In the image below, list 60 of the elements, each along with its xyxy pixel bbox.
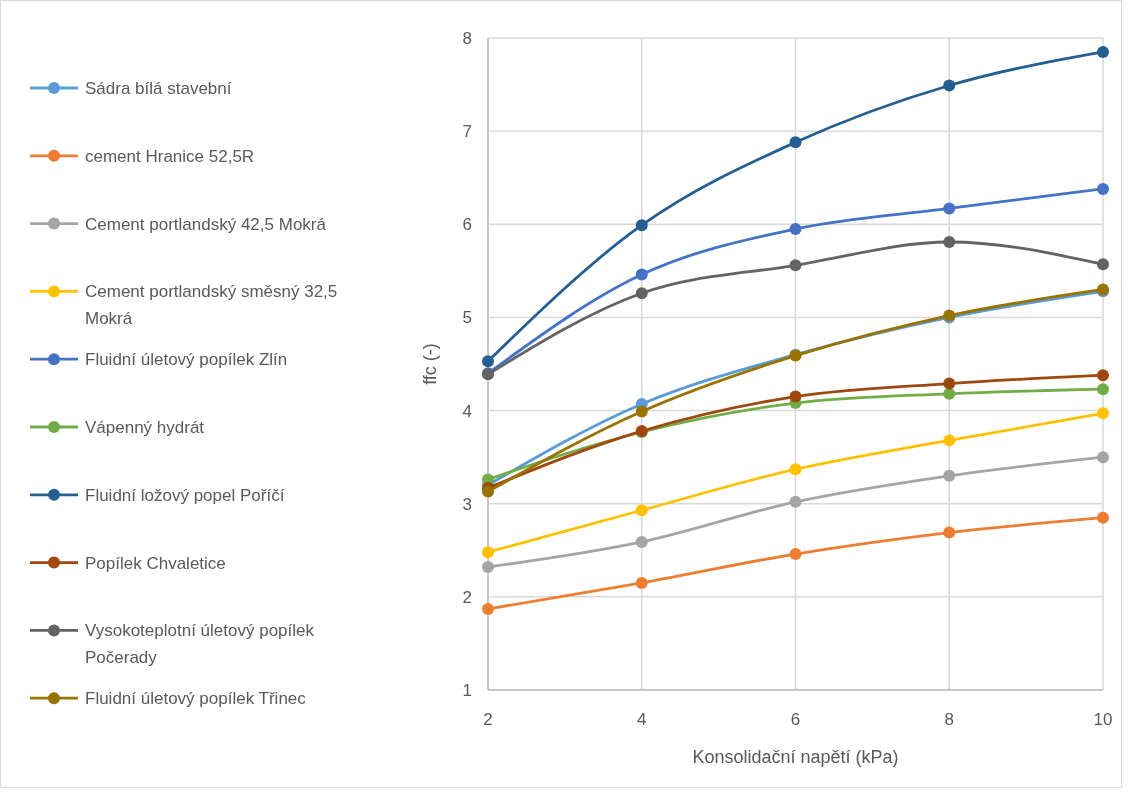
y-tick-label: 7 [462, 122, 472, 142]
point [635, 504, 648, 517]
point [1097, 451, 1109, 464]
point [1097, 258, 1109, 271]
point [789, 463, 802, 476]
point [789, 136, 802, 149]
x-tick-label: 2 [483, 710, 493, 729]
point [943, 377, 956, 390]
x-tick-label: 8 [944, 710, 954, 729]
x-axis-title: Konsolidační napětí (kPa) [692, 747, 899, 767]
point [943, 79, 956, 92]
legend-label: Cement portlandský směsný 32,5 Mokrá [85, 282, 338, 329]
y-tick-label: 8 [462, 28, 472, 48]
legend-label: Vysokoteplotní úletový popílek Počerady [85, 621, 315, 668]
point [635, 287, 648, 300]
x-tick-label: 10 [1093, 710, 1113, 729]
y-tick-label: 5 [462, 308, 472, 328]
point [943, 469, 956, 482]
y-tick-label: 4 [462, 401, 472, 421]
legend-label: Fluidní úletový popílek Třinec [85, 689, 307, 709]
point [482, 546, 494, 559]
y-tick-label: 1 [462, 680, 472, 700]
point [1097, 369, 1109, 382]
point [1097, 45, 1109, 58]
y-axis-title: ffc (-) [420, 343, 440, 385]
legend-label: Cement portlandský 42,5 Mokrá [85, 214, 327, 234]
legend-label: Fluidní úletový popílek Zlín [85, 350, 288, 370]
point [789, 548, 802, 561]
point [482, 485, 494, 498]
legend-label: Vápenný hydrát [85, 417, 205, 437]
point [789, 222, 802, 235]
point [635, 268, 648, 281]
point [943, 202, 956, 215]
point [482, 602, 494, 615]
point [1097, 407, 1109, 420]
x-tick-label: 6 [790, 710, 801, 729]
y-tick-label: 2 [462, 587, 472, 607]
legend-label: Fluidní ložový popel Poříčí [85, 485, 285, 505]
point [789, 390, 802, 403]
point [1097, 511, 1109, 524]
point [1097, 182, 1109, 195]
point [482, 561, 494, 574]
point [789, 495, 802, 508]
y-tick-label: 6 [462, 215, 472, 235]
x-tick-label: 4 [637, 710, 647, 729]
legend-label: Popílek Chvaletice [85, 553, 226, 573]
point [635, 219, 648, 232]
point [1097, 383, 1109, 396]
point [482, 355, 494, 368]
point [789, 259, 802, 272]
point [635, 535, 648, 548]
point [635, 405, 648, 418]
legend-label: Sádra bílá stavební [85, 78, 232, 98]
point [635, 576, 648, 589]
point [943, 235, 956, 248]
legend-label: cement Hranice 52,5R [85, 146, 255, 166]
point [943, 526, 956, 539]
point [943, 434, 956, 447]
point [943, 387, 956, 400]
y-tick-label: 3 [462, 494, 472, 514]
